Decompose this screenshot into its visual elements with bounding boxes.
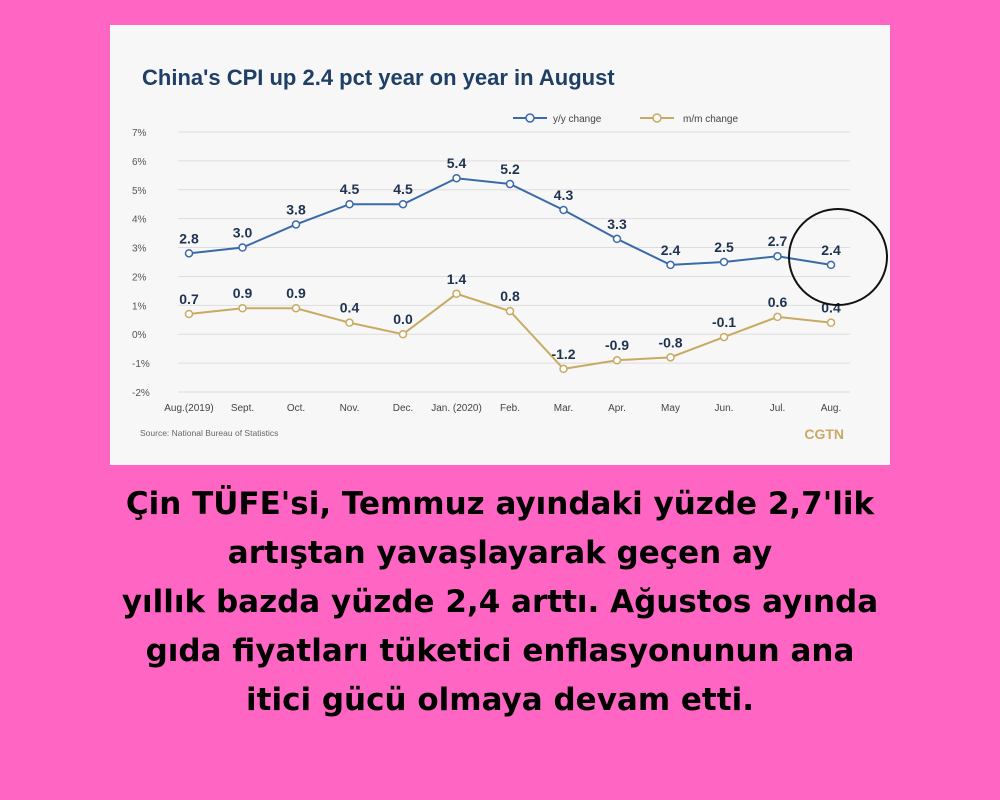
caption: Çin TÜFE'si, Temmuz ayındaki yüzde 2,7'l…: [30, 480, 970, 725]
legend-label-mm: m/m change: [683, 114, 738, 125]
caption-line: Çin TÜFE'si, Temmuz ayındaki yüzde 2,7'l…: [125, 486, 875, 522]
data-point: [505, 306, 515, 316]
data-point: [398, 329, 408, 339]
data-label: 0.0: [393, 311, 413, 327]
data-point: [398, 199, 408, 209]
cpi-line-chart: China's CPI up 2.4 pct year on year in A…: [132, 65, 888, 442]
data-point: [238, 303, 247, 313]
data-point: [452, 173, 461, 183]
data-point: [773, 251, 782, 261]
x-tick-label: Jun.: [715, 403, 734, 414]
legend-marker-mm: [652, 113, 662, 123]
x-tick-label: Mar.: [554, 403, 573, 414]
data-label: 5.2: [500, 161, 520, 177]
data-point: [612, 234, 622, 244]
x-tick-label: Jul.: [770, 403, 786, 414]
chart-title: China's CPI up 2.4 pct year on year in A…: [142, 65, 615, 90]
data-label: 0.9: [233, 285, 253, 301]
y-tick-label: -1%: [132, 359, 150, 370]
data-label: 3.8: [286, 201, 306, 217]
y-tick-label: 1%: [132, 301, 147, 312]
data-point: [612, 355, 622, 365]
data-point: [826, 318, 836, 327]
data-label: 3.3: [607, 216, 627, 232]
x-tick-label: Apr.: [608, 403, 626, 414]
data-label: 2.4: [821, 242, 841, 258]
series-lines: 2.8 3.0 3.8 4.5 4.5 5.4 5.2 4.3 3.3 2.4 2.5 2.7 2.4 0…: [179, 155, 841, 374]
data-label: 0.4: [340, 300, 360, 316]
data-label: 3.0: [233, 225, 253, 241]
data-label: 2.5: [714, 239, 734, 255]
highlight-circle: [788, 208, 888, 306]
grid: [178, 131, 850, 393]
x-tick-label: Nov.: [340, 403, 360, 414]
data-point: [184, 249, 194, 258]
caption-line: artıştan yavaşlayarak geçen ay: [227, 535, 773, 571]
data-label: -0.1: [712, 314, 736, 330]
source-note: Source: National Bureau of Statistics: [140, 428, 278, 438]
data-label: 0.7: [179, 291, 199, 307]
x-tick-label: Aug.: [821, 403, 842, 414]
data-label: 0.9: [286, 285, 306, 301]
data-point: [184, 309, 194, 319]
data-point: [452, 289, 461, 299]
y-tick-label: 3%: [132, 244, 147, 255]
data-label: 2.8: [179, 230, 199, 246]
series-line-yy: [188, 177, 832, 266]
data-label: 0.8: [500, 288, 520, 304]
data-point: [719, 332, 729, 342]
x-tick-label: Sept.: [231, 403, 254, 414]
y-tick-label: 4%: [132, 215, 147, 226]
data-label: -1.2: [551, 346, 575, 362]
data-label: 2.4: [661, 242, 681, 258]
data-point: [666, 353, 675, 362]
x-tick-label: May: [661, 403, 680, 414]
data-label: 4.5: [393, 181, 413, 197]
data-point: [238, 243, 247, 252]
y-tick-label: 6%: [132, 157, 147, 168]
x-axis-ticks: Aug.(2019) Sept. Oct. Nov. Dec. Jan. (2020) Fe…: [164, 403, 841, 414]
data-point: [291, 303, 301, 313]
y-tick-label: 5%: [132, 186, 147, 197]
chart-card: China's CPI up 2.4 pct year on year in A…: [110, 25, 890, 465]
x-tick-label: Feb.: [500, 403, 520, 414]
y-axis-ticks: 7% 6% 5% 4% 3% 2% 1% 0% -1% -2%: [132, 128, 150, 399]
data-point: [505, 179, 515, 189]
data-point: [345, 199, 354, 209]
brand-logo: CGTN: [804, 426, 844, 442]
data-point: [773, 312, 782, 322]
data-label: 0.4: [821, 300, 841, 316]
legend-label-yy: y/y change: [553, 114, 602, 125]
data-point: [719, 257, 729, 267]
y-tick-label: 7%: [132, 128, 147, 139]
caption-line: itici gücü olmaya devam etti.: [246, 682, 754, 718]
data-point: [559, 364, 568, 374]
data-label: 4.5: [340, 181, 360, 197]
data-point: [559, 205, 568, 215]
caption-line: yıllık bazda yüzde 2,4 arttı. Ağustos ay…: [121, 584, 879, 620]
legend-marker-yy: [525, 113, 535, 123]
x-tick-label: Jan. (2020): [431, 403, 482, 414]
data-label: 1.4: [447, 271, 467, 287]
y-tick-label: 2%: [132, 272, 147, 283]
y-tick-label: -2%: [132, 388, 150, 399]
data-label: -0.8: [658, 334, 682, 350]
data-label: 4.3: [554, 187, 574, 203]
data-point: [826, 260, 836, 270]
data-point: [666, 260, 675, 270]
data-label: 0.6: [768, 294, 788, 310]
legend: y/y change m/m change: [513, 113, 738, 125]
y-tick-label: 0%: [132, 330, 147, 341]
data-label: -0.9: [605, 337, 629, 353]
caption-line: gıda fiyatları tüketici enflasyonunun an…: [145, 633, 855, 669]
data-label: 5.4: [447, 155, 467, 171]
x-tick-label: Aug.(2019): [164, 403, 213, 414]
data-label: 2.7: [768, 233, 788, 249]
x-tick-label: Dec.: [393, 403, 414, 414]
data-point: [345, 318, 354, 327]
data-point: [291, 220, 301, 229]
x-tick-label: Oct.: [287, 403, 305, 414]
